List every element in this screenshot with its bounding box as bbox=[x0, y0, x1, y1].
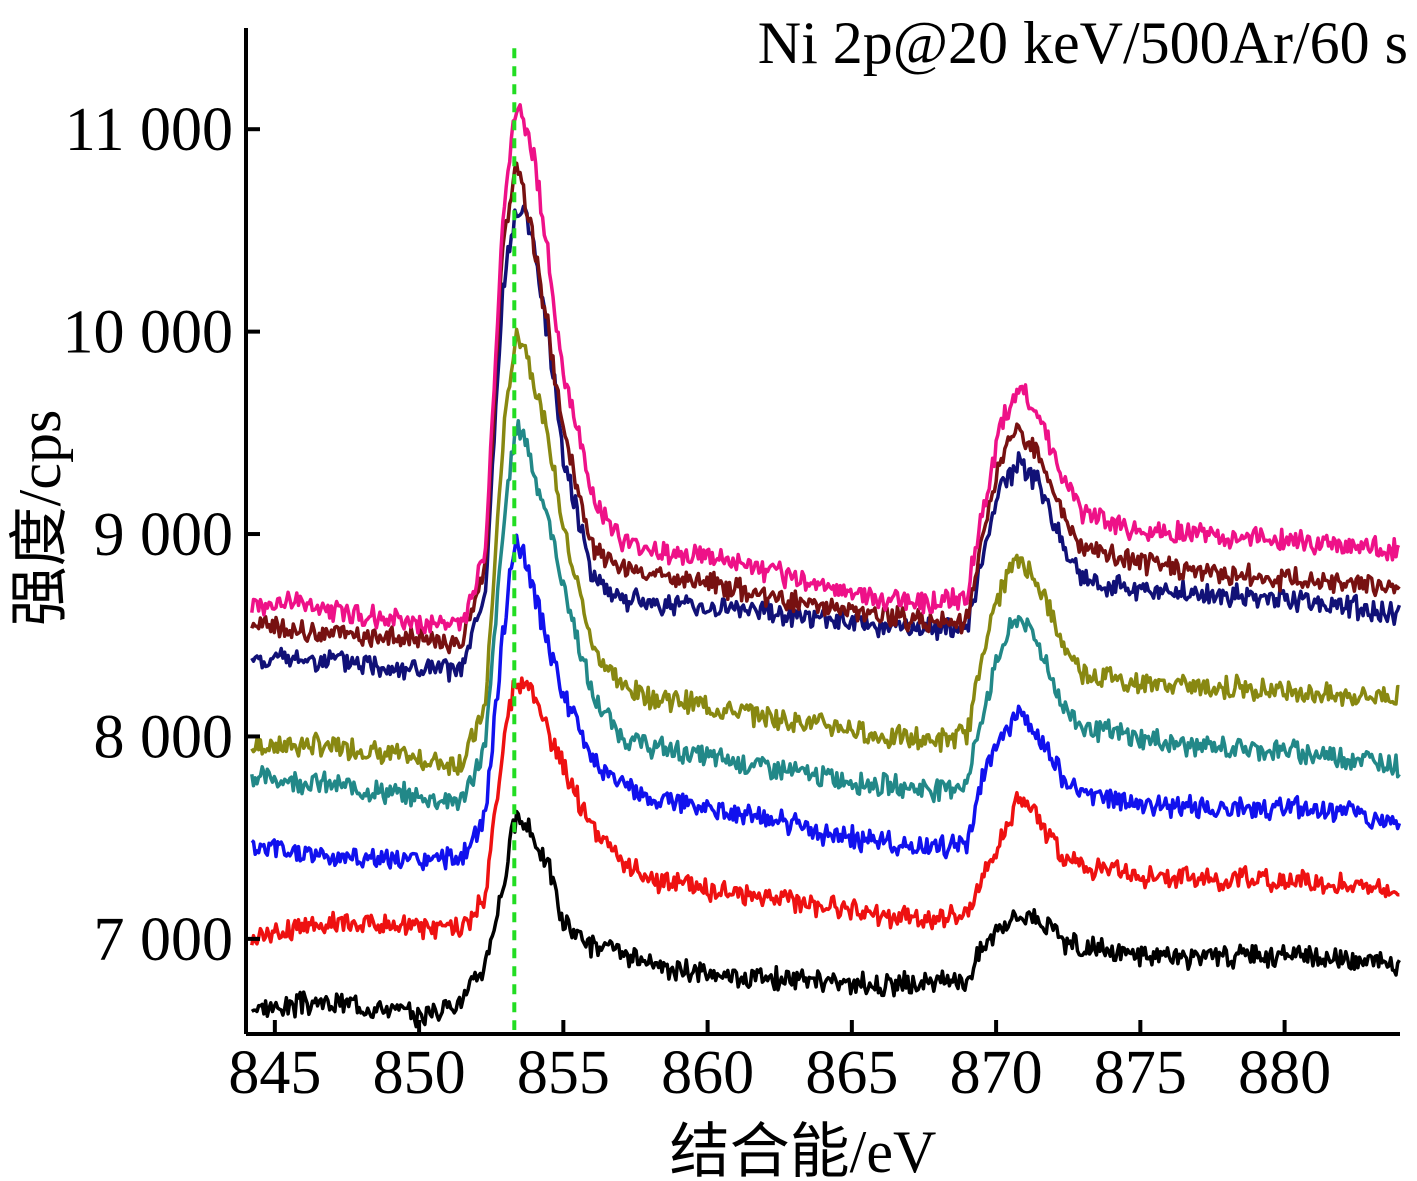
x-tick-label: 845 bbox=[228, 1039, 321, 1107]
axes-layer bbox=[244, 28, 1400, 1036]
y-axis-title: 强度/cps bbox=[7, 410, 73, 627]
series-line-5 bbox=[250, 327, 1400, 777]
x-tick-label: 875 bbox=[1094, 1039, 1187, 1107]
x-tick-label: 880 bbox=[1238, 1039, 1331, 1107]
y-tick-label: 8 000 bbox=[94, 703, 234, 771]
series-line-3 bbox=[250, 533, 1402, 872]
x-ticks: 845 850 855 860 865 870 875 880 bbox=[228, 1020, 1331, 1107]
y-tick-label: 10 000 bbox=[63, 299, 234, 367]
y-tick-label: 11 000 bbox=[65, 96, 233, 164]
series-line-7 bbox=[250, 161, 1401, 655]
chart-title: Ni 2p@20 keV/500Ar/60 s bbox=[758, 10, 1408, 76]
series-line-4 bbox=[250, 418, 1401, 812]
x-tick-label: 870 bbox=[950, 1039, 1043, 1107]
series-line-6 bbox=[250, 204, 1402, 683]
x-tick-label: 860 bbox=[661, 1039, 754, 1107]
x-tick-label: 850 bbox=[373, 1039, 466, 1107]
y-tick-label: 9 000 bbox=[94, 501, 234, 569]
series-line-1 bbox=[250, 809, 1401, 1029]
x-tick-label: 865 bbox=[805, 1039, 898, 1107]
y-ticks: 7 000 8 000 9 000 10 000 11 000 bbox=[63, 96, 260, 974]
series-layer bbox=[250, 103, 1402, 1029]
x-axis-title: 结合能/eV bbox=[670, 1119, 937, 1181]
x-tick-label: 855 bbox=[517, 1039, 610, 1107]
series-line-2 bbox=[250, 676, 1400, 946]
series-line-8 bbox=[250, 103, 1401, 635]
y-tick-label: 7 000 bbox=[94, 906, 234, 974]
